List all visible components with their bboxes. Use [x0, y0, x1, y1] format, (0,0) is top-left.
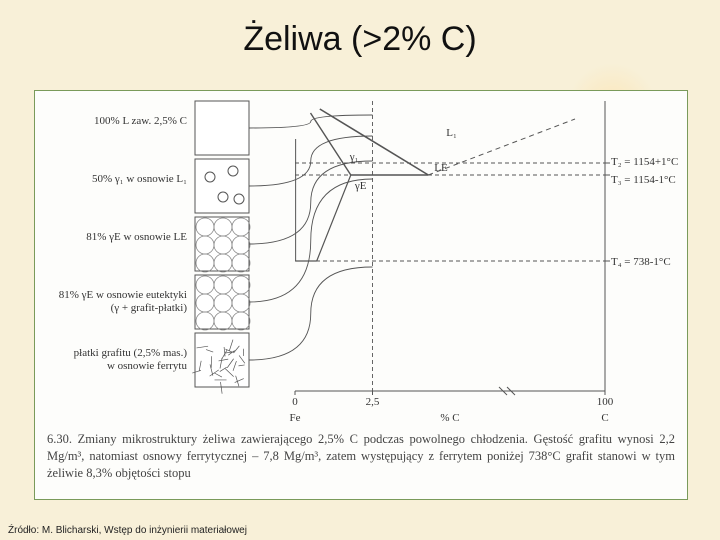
svg-text:w osnowie ferrytu: w osnowie ferrytu	[107, 360, 188, 372]
svg-text:81% γE w osnowie LE: 81% γE w osnowie LE	[86, 231, 187, 243]
source-line: Źródło: M. Blicharski, Wstęp do inżynier…	[8, 525, 247, 536]
figure-container: 100% L zaw. 2,5% C 50% γ₁ w osnowie L₁ 81%…	[34, 90, 688, 500]
svg-text:C: C	[601, 412, 608, 424]
svg-text:γ₁: γ₁	[349, 151, 359, 163]
svg-text:2,5: 2,5	[366, 396, 380, 408]
svg-text:LE: LE	[434, 162, 448, 174]
caption-number: 6.30.	[47, 432, 72, 446]
figure-caption: 6.30. Zmiany mikrostruktury żeliwa zawie…	[35, 431, 687, 488]
slide-title: Żeliwa (>2% C)	[0, 20, 720, 59]
phase-diagram-figure: 100% L zaw. 2,5% C 50% γ₁ w osnowie L₁ 81%…	[35, 91, 685, 431]
svg-text:T₄ = 738-1°C: T₄ = 738-1°C	[611, 256, 671, 268]
svg-text:% C: % C	[440, 412, 459, 424]
svg-text:T₂ = 1154+1°C: T₂ = 1154+1°C	[611, 156, 678, 168]
svg-text:100% L zaw. 2,5% C: 100% L zaw. 2,5% C	[94, 115, 187, 127]
svg-text:0: 0	[292, 396, 298, 408]
svg-text:(γ + grafit-płatki): (γ + grafit-płatki)	[111, 302, 188, 314]
svg-text:50% γ₁ w osnowie L₁: 50% γ₁ w osnowie L₁	[92, 173, 187, 185]
svg-text:81% γE w osnowie eutektyki: 81% γE w osnowie eutektyki	[59, 289, 187, 301]
svg-text:100: 100	[597, 396, 614, 408]
svg-text:L₁: L₁	[446, 127, 457, 139]
caption-text: Zmiany mikrostruktury żeliwa zawierające…	[47, 432, 675, 480]
svg-text:γE: γE	[354, 180, 367, 192]
svg-text:T₃ = 1154-1°C: T₃ = 1154-1°C	[611, 174, 676, 186]
svg-text:Fe: Fe	[290, 412, 301, 424]
svg-text:płatki grafitu (2,5% mas.): płatki grafitu (2,5% mas.)	[74, 347, 188, 359]
